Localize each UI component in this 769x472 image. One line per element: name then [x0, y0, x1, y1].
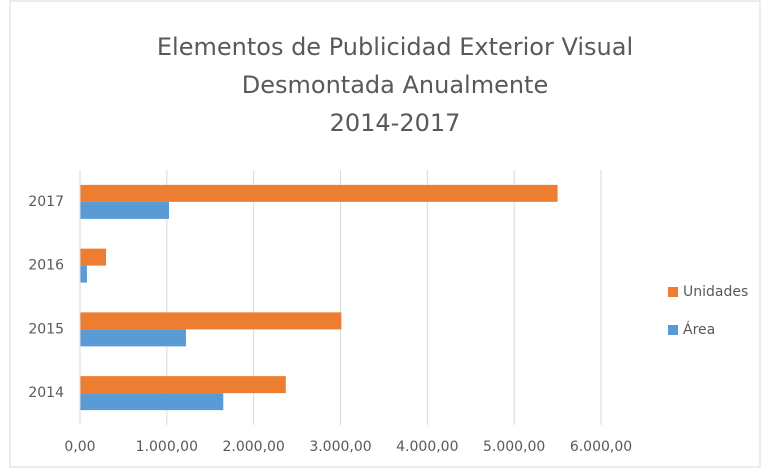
chart-title: 2014-2017 — [330, 109, 461, 137]
bar — [80, 329, 186, 347]
x-tick-label: 3.000,00 — [309, 439, 371, 455]
bar — [80, 184, 558, 202]
x-tick-label: 1.000,00 — [136, 439, 198, 455]
bar — [80, 201, 170, 219]
legend-label: Unidades — [683, 284, 748, 300]
chart-title: Elementos de Publicidad Exterior Visual — [157, 33, 633, 61]
chart-title: Desmontada Anualmente — [242, 71, 548, 99]
x-tick-label: 6.000,00 — [570, 439, 632, 455]
bar — [80, 376, 286, 394]
x-tick-label: 0,00 — [64, 439, 95, 455]
bar — [80, 393, 224, 411]
legend-swatch — [668, 287, 678, 297]
legend-swatch — [668, 325, 678, 335]
bar — [80, 248, 107, 266]
bar — [80, 312, 342, 330]
x-tick-label: 2.000,00 — [222, 439, 284, 455]
y-tick-label: 2017 — [28, 194, 64, 210]
y-tick-label: 2014 — [28, 385, 64, 401]
y-tick-label: 2016 — [28, 258, 64, 274]
x-tick-label: 4.000,00 — [396, 439, 458, 455]
legend-label: Área — [683, 321, 715, 338]
y-tick-label: 2015 — [28, 321, 64, 337]
x-tick-label: 5.000,00 — [483, 439, 545, 455]
bar — [80, 265, 87, 283]
